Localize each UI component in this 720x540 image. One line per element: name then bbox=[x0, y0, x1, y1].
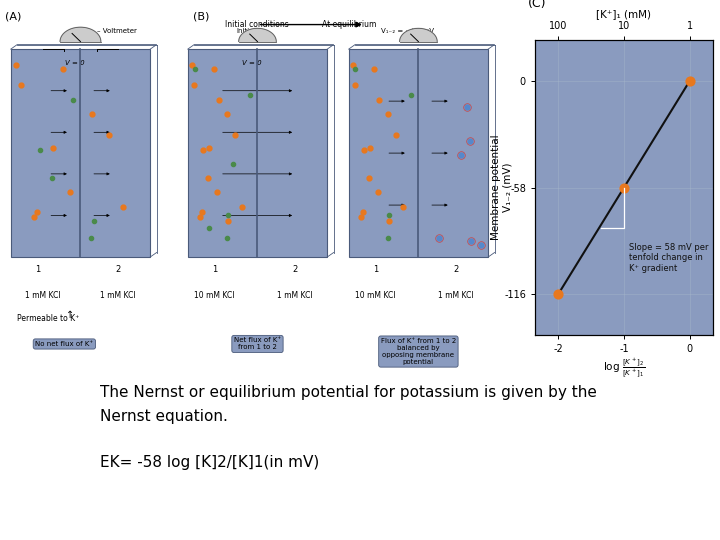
Text: 1 mM KCl: 1 mM KCl bbox=[25, 291, 60, 300]
Text: 10 mM KCl: 10 mM KCl bbox=[194, 291, 235, 300]
Text: Permeable to K⁺: Permeable to K⁺ bbox=[17, 314, 79, 323]
Text: 1: 1 bbox=[35, 265, 40, 274]
Polygon shape bbox=[239, 29, 276, 42]
Text: Nernst equation.: Nernst equation. bbox=[100, 409, 228, 424]
Text: 2: 2 bbox=[115, 265, 121, 274]
Text: (B): (B) bbox=[193, 11, 210, 22]
Bar bbox=[348, 49, 488, 257]
X-axis label: log $\frac{[K^+]_2}{[K^+]_1}$: log $\frac{[K^+]_2}{[K^+]_1}$ bbox=[603, 357, 645, 380]
Text: 1: 1 bbox=[212, 265, 217, 274]
X-axis label: [K⁺]₁ (mM): [K⁺]₁ (mM) bbox=[596, 9, 652, 19]
Text: 2: 2 bbox=[454, 265, 459, 274]
Text: V₁₋₂ = −58 mV: V₁₋₂ = −58 mV bbox=[381, 28, 434, 34]
Text: 1 mM KCl: 1 mM KCl bbox=[100, 291, 136, 300]
Text: Flux of K⁺ from 1 to 2
balanced by
opposing membrane
potential: Flux of K⁺ from 1 to 2 balanced by oppos… bbox=[381, 338, 456, 365]
Text: (A): (A) bbox=[5, 11, 22, 22]
Text: Slope = 58 mV per
tenfold change in
K⁺ gradient: Slope = 58 mV per tenfold change in K⁺ g… bbox=[629, 243, 708, 273]
Text: 1: 1 bbox=[373, 265, 378, 274]
Text: V = 0: V = 0 bbox=[66, 60, 85, 66]
Text: 1 mM KCl: 1 mM KCl bbox=[438, 291, 474, 300]
Text: At equilibrium: At equilibrium bbox=[322, 20, 377, 29]
Text: Net flux of K⁺
from 1 to 2: Net flux of K⁺ from 1 to 2 bbox=[234, 338, 281, 350]
Text: Initial conditions: Initial conditions bbox=[225, 20, 289, 29]
Text: V = 0: V = 0 bbox=[243, 60, 262, 66]
Text: EK= -58 log [K]2/[K]1(in mV): EK= -58 log [K]2/[K]1(in mV) bbox=[100, 455, 320, 470]
Point bbox=[552, 290, 564, 299]
Bar bbox=[188, 49, 327, 257]
Text: – Voltmeter: – Voltmeter bbox=[96, 28, 136, 34]
Point bbox=[618, 183, 630, 192]
Bar bbox=[11, 49, 150, 257]
Text: (C): (C) bbox=[528, 0, 546, 10]
Text: The Nernst or equilibrium potential for potassium is given by the: The Nernst or equilibrium potential for … bbox=[100, 384, 597, 400]
Text: 2: 2 bbox=[292, 265, 297, 274]
Text: 1 mM KCl: 1 mM KCl bbox=[277, 291, 312, 300]
Polygon shape bbox=[60, 27, 101, 42]
Text: No net flux of K⁺: No net flux of K⁺ bbox=[35, 341, 94, 347]
Polygon shape bbox=[400, 29, 437, 42]
Text: Initially: Initially bbox=[236, 28, 261, 34]
Point bbox=[684, 76, 696, 85]
Text: ↑: ↑ bbox=[66, 310, 73, 320]
Text: 10 mM KCl: 10 mM KCl bbox=[355, 291, 396, 300]
Y-axis label: Membrane potential
V₁₋₂ (mV): Membrane potential V₁₋₂ (mV) bbox=[490, 134, 512, 240]
